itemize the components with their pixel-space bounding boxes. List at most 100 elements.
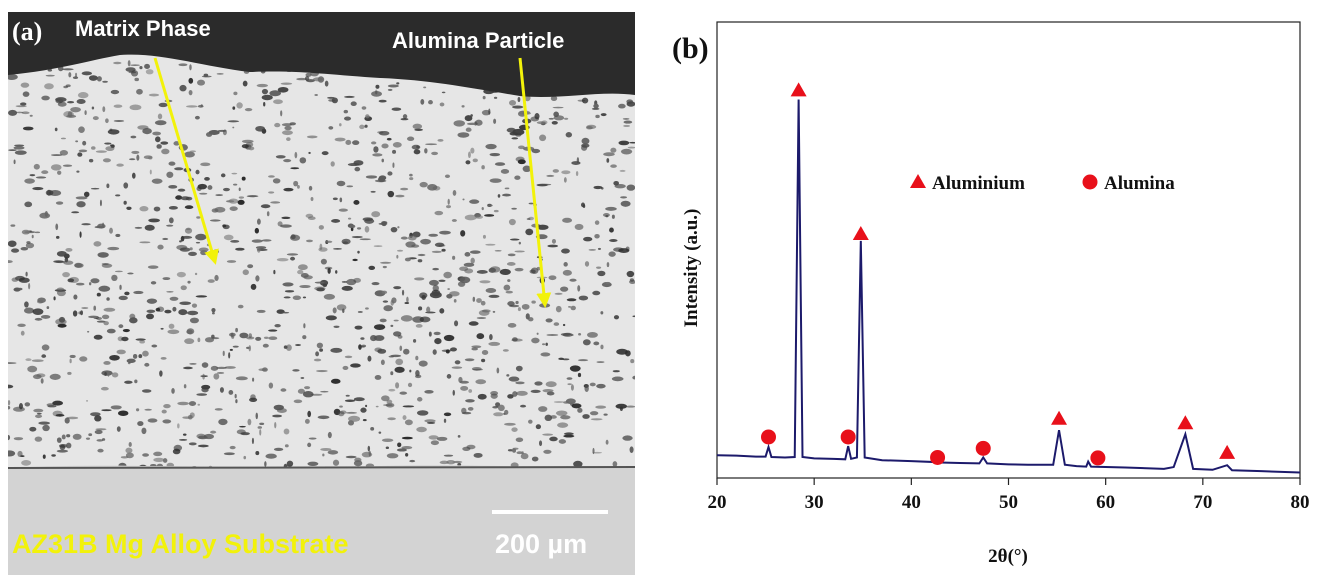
speck [506, 291, 513, 294]
speck [510, 239, 520, 241]
speck [308, 152, 310, 154]
speck [540, 352, 550, 356]
speck [585, 261, 589, 267]
speck [461, 408, 466, 414]
speck [462, 105, 465, 107]
speck [57, 251, 67, 257]
speck [141, 428, 146, 435]
speck [606, 282, 611, 284]
speck [187, 311, 198, 315]
speck [189, 90, 193, 95]
speck [377, 349, 386, 354]
speck [546, 175, 554, 177]
speck [96, 439, 103, 442]
speck [4, 450, 15, 456]
speck [432, 268, 439, 270]
speck [47, 405, 56, 407]
speck [557, 422, 568, 427]
speck [618, 248, 629, 253]
speck [186, 197, 192, 201]
speck [249, 398, 257, 402]
speck [620, 406, 623, 410]
speck [148, 218, 160, 222]
speck [439, 231, 451, 235]
speck [433, 285, 439, 292]
speck [168, 185, 177, 189]
speck [88, 433, 92, 436]
speck [242, 140, 254, 143]
speck [563, 262, 567, 267]
speck [41, 354, 46, 358]
speck [471, 348, 478, 351]
speck [156, 308, 161, 312]
speck [485, 244, 495, 246]
speck [443, 272, 452, 279]
speck [409, 370, 411, 373]
speck [43, 454, 46, 458]
speck [397, 226, 399, 228]
speck [483, 235, 486, 239]
speck [161, 328, 164, 330]
speck [387, 138, 392, 141]
speck [20, 455, 24, 457]
speck [390, 325, 393, 327]
speck [335, 270, 337, 274]
speck [331, 161, 335, 166]
speck [489, 295, 500, 298]
speck [453, 190, 457, 196]
speck [283, 188, 293, 191]
speck [18, 288, 23, 291]
speck [400, 188, 408, 191]
speck [283, 159, 291, 162]
speck [3, 385, 13, 389]
speck [81, 307, 88, 309]
speck [198, 105, 204, 108]
speck [413, 339, 416, 343]
speck [150, 170, 152, 175]
speck [575, 224, 584, 230]
speck [235, 328, 238, 332]
speck [55, 223, 58, 230]
speck [87, 331, 89, 333]
speck [145, 225, 155, 231]
speck [495, 162, 505, 166]
speck [73, 295, 77, 300]
speck [111, 90, 119, 94]
speck [515, 301, 518, 304]
speck [332, 98, 338, 104]
speck [405, 419, 413, 425]
speck [470, 114, 473, 117]
speck [139, 241, 150, 243]
speck [440, 461, 449, 464]
speck [348, 420, 354, 425]
speck [32, 235, 34, 239]
speck [268, 329, 277, 331]
speck [445, 174, 450, 178]
marker-circle [976, 441, 991, 456]
speck [381, 395, 390, 401]
speck [292, 369, 299, 371]
speck [187, 281, 190, 284]
legend-label: Aluminium [932, 173, 1025, 194]
speck [301, 377, 305, 379]
speck [307, 411, 311, 417]
x-axis-label: 2θ(°) [988, 546, 1028, 567]
speck [62, 272, 70, 277]
speck [393, 331, 401, 336]
speck [29, 174, 35, 176]
speck [148, 265, 159, 268]
speck [273, 178, 281, 183]
substrate-label: AZ31B Mg Alloy Substrate [12, 529, 349, 559]
speck [473, 158, 478, 162]
speck [316, 370, 328, 372]
speck [307, 136, 318, 139]
speck [242, 177, 246, 181]
speck [63, 260, 73, 264]
speck [13, 407, 25, 412]
speck [183, 367, 193, 370]
speck [35, 318, 43, 321]
speck [380, 262, 391, 264]
speck [547, 245, 558, 248]
speck [111, 275, 117, 281]
speck [304, 386, 310, 389]
